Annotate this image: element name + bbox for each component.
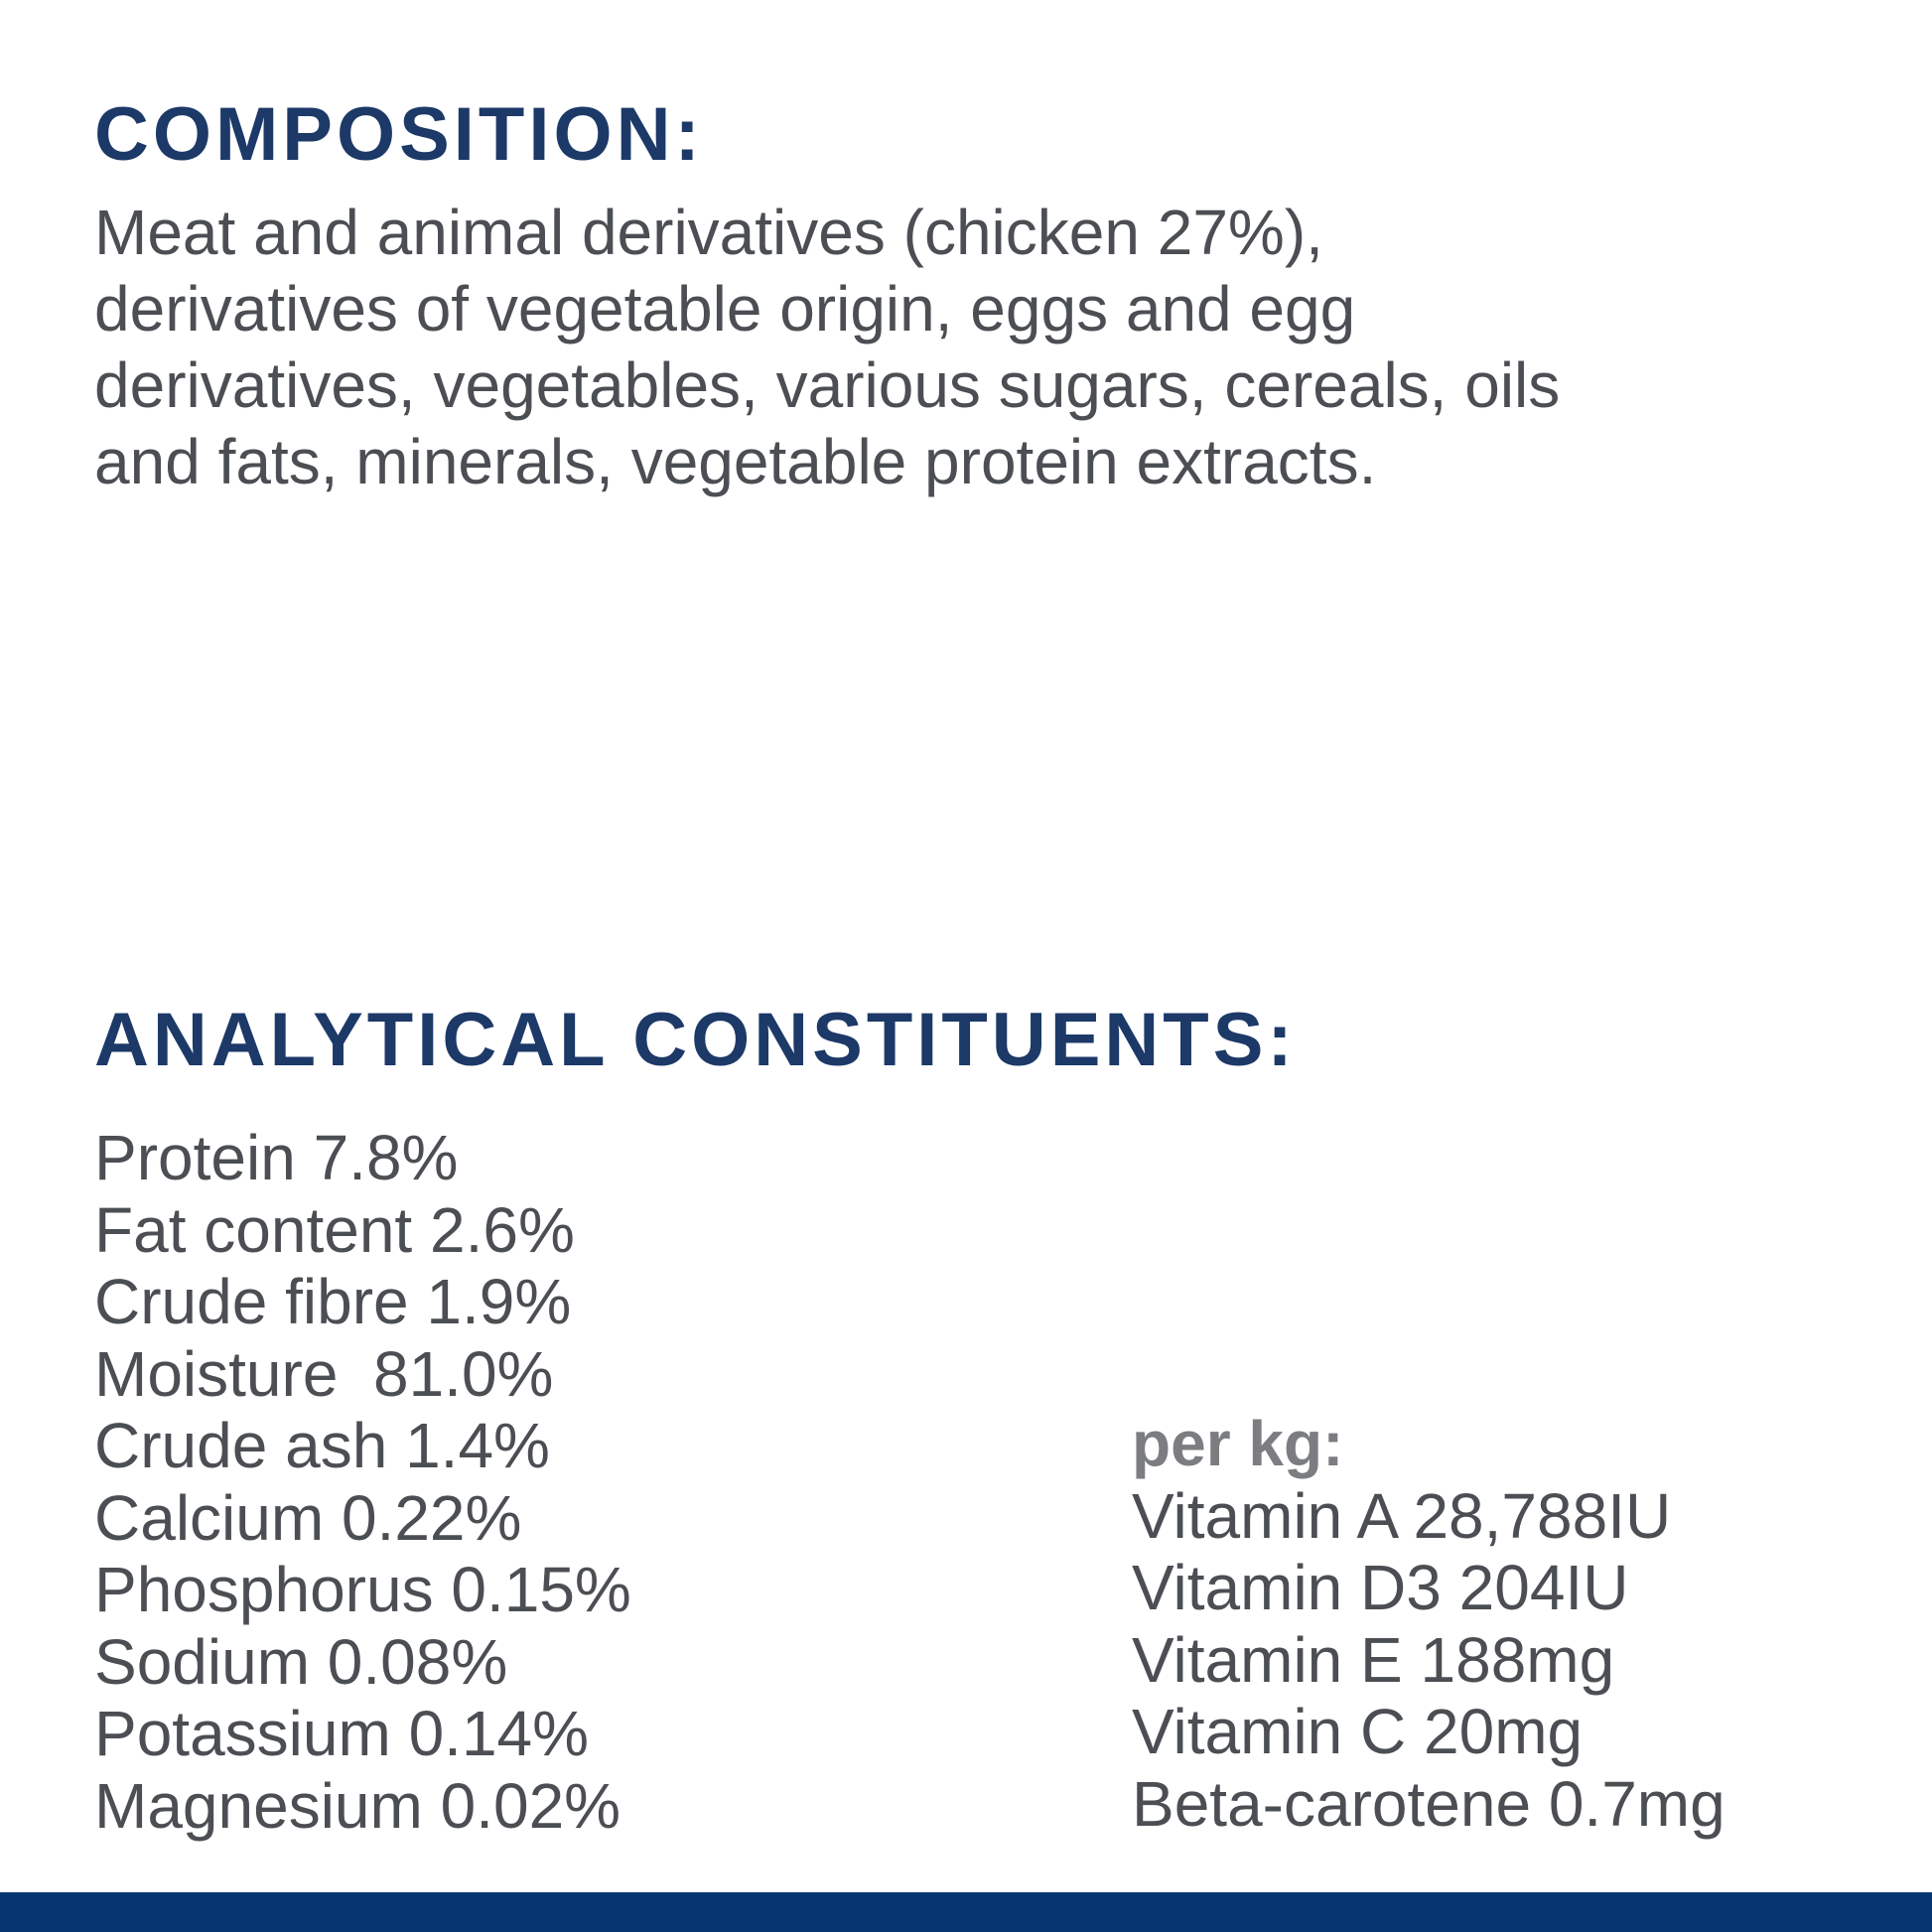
- nutrient-row-potassium: Potassium 0.14%: [94, 1698, 590, 1769]
- vitamin-row-e: Vitamin E 188mg: [1132, 1623, 1615, 1696]
- per-kg-heading: per kg:: [1132, 1408, 1344, 1479]
- nutrient-row-magnesium: Magnesium 0.02%: [94, 1769, 621, 1842]
- nutrient-row-fibre: Crude fibre 1.9%: [94, 1266, 572, 1337]
- composition-line: derivatives of vegetable origin, eggs an…: [94, 273, 1356, 345]
- nutrient-row-phosphorus: Phosphorus 0.15%: [94, 1554, 631, 1625]
- nutrient-list: Protein 7.8% Fat content 2.6% Crude fibr…: [94, 1122, 631, 1842]
- analytical-constituents-heading: ANALYTICAL CONSTITUENTS:: [94, 998, 1297, 1082]
- composition-paragraph: Meat and animal derivatives (chicken 27%…: [94, 195, 1881, 500]
- composition-line: Meat and animal derivatives (chicken 27%…: [94, 197, 1323, 268]
- composition-line: derivatives, vegetables, various sugars,…: [94, 349, 1561, 421]
- nutrient-row-moisture: Moisture 81.0%: [94, 1337, 554, 1410]
- per-kg-column: per kg: Vitamin A 28,788IU Vitamin D3 20…: [1132, 1408, 1725, 1840]
- vitamin-row-beta-carotene: Beta-carotene 0.7mg: [1132, 1767, 1725, 1840]
- nutrient-row-fat: Fat content 2.6%: [94, 1193, 575, 1266]
- nutrient-row-ash: Crude ash 1.4%: [94, 1410, 550, 1481]
- nutrient-row-protein: Protein 7.8%: [94, 1122, 459, 1193]
- vitamin-row-a: Vitamin A 28,788IU: [1132, 1479, 1672, 1552]
- nutrient-row-calcium: Calcium 0.22%: [94, 1481, 522, 1554]
- vitamin-row-d3: Vitamin D3 204IU: [1132, 1552, 1629, 1623]
- nutrient-row-sodium: Sodium 0.08%: [94, 1625, 508, 1698]
- bottom-navy-bar: [0, 1892, 1932, 1932]
- composition-line: and fats, minerals, vegetable protein ex…: [94, 426, 1377, 497]
- composition-heading: COMPOSITION:: [94, 92, 704, 177]
- vitamin-row-c: Vitamin C 20mg: [1132, 1696, 1584, 1767]
